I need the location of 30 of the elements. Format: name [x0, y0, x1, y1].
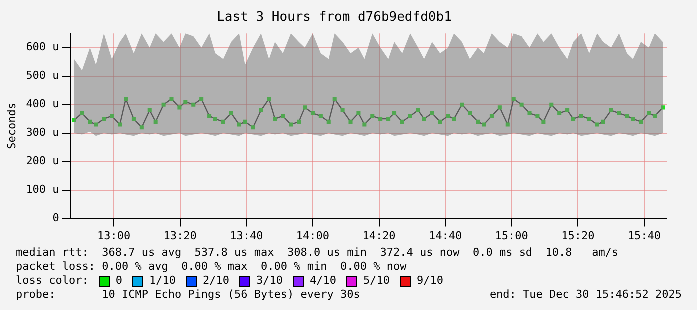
y-tick-label: 100 u: [26, 183, 60, 196]
y-tick-label: 500 u: [26, 69, 60, 82]
x-tick-label: 15:00: [495, 229, 528, 242]
chart-title: Last 3 Hours from d76b9edfd0b1: [217, 10, 452, 26]
text: 9/10: [416, 274, 444, 288]
text: loss color:: [16, 274, 89, 288]
text: end: Tue Dec 30 15:46:52 2025: [490, 288, 682, 302]
text: median rtt: 368.7 us avg 537.8 us max 308.0 us min 372.4 us now 0.0 ms sd 10.8 am/s: [16, 246, 620, 260]
text: 2/10: [202, 274, 230, 288]
x-tick-label: 13:00: [98, 229, 131, 242]
y-tick-label: 600 u: [26, 40, 60, 54]
text: packet loss: 0.00 % avg 0.00 % max 0.00 % min 0.00 % now: [16, 260, 408, 274]
text: 3/10: [256, 274, 283, 288]
y-tick-label: 300 u: [26, 126, 60, 140]
x-tick-label: 13:40: [230, 229, 264, 242]
x-tick-label: 14:20: [362, 229, 396, 242]
x-tick-label: 14:40: [429, 229, 462, 242]
x-tick-label: 15:20: [562, 229, 595, 242]
text: 0: [116, 274, 122, 288]
x-tick-label: 14:00: [296, 229, 330, 242]
y-tick-label: 0: [52, 212, 60, 225]
y-tick-label: 400 u: [26, 98, 60, 111]
x-tick-label: 15:40: [628, 229, 662, 242]
y-axis-title: Seconds: [5, 103, 18, 150]
text: probe: 10 ICMP Echo Pings (56 Bytes) every 30s: [16, 288, 360, 302]
x-tick-label: 13:20: [164, 229, 197, 242]
y-tick-label: 200 u: [26, 154, 60, 168]
text: 4/10: [310, 274, 336, 288]
text: 5/10: [363, 274, 390, 288]
text: 1/10: [149, 274, 176, 288]
